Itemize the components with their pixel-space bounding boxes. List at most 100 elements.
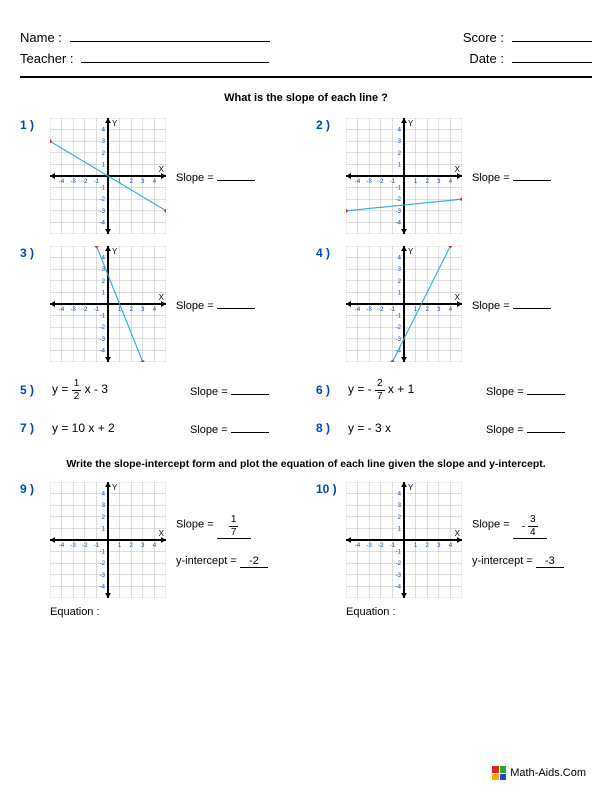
slope-field: Slope = [486, 421, 565, 436]
section1-title: What is the slope of each line ? [20, 92, 592, 104]
svg-text:-1: -1 [390, 307, 396, 313]
section2-title: Write the slope-intercept form and plot … [20, 458, 592, 470]
problem-number: 9 ) [20, 482, 44, 496]
slope-field: Slope = [472, 297, 551, 312]
svg-text:Y: Y [408, 247, 414, 256]
svg-text:4: 4 [153, 543, 157, 549]
slope-field: Slope = [190, 421, 269, 436]
svg-text:-1: -1 [390, 543, 396, 549]
svg-text:1: 1 [118, 543, 122, 549]
problem-number: 5 ) [20, 383, 44, 397]
svg-text:-4: -4 [100, 584, 106, 590]
svg-text:-4: -4 [355, 179, 361, 185]
problem: 10 ) -4-4-3-3-2-2-1-111223344XY Slope = … [316, 482, 592, 618]
svg-text:-3: -3 [396, 573, 402, 579]
coordinate-graph: -4-4-3-3-2-2-1-111223344XY [346, 246, 462, 362]
slope-blank[interactable] [527, 421, 565, 433]
svg-text:2: 2 [102, 515, 106, 521]
slope-blank[interactable] [217, 169, 255, 181]
equation-text: y = 12 x - 3 [52, 382, 108, 396]
svg-text:Y: Y [408, 483, 414, 492]
graph-problems: 1 ) -4-4-3-3-2-2-1-111223344XY Slope = 2… [20, 118, 592, 362]
slope-blank[interactable] [513, 297, 551, 309]
svg-text:1: 1 [414, 179, 418, 185]
graph-wrap: -4-4-3-3-2-2-1-111223344XY Slope = [346, 246, 551, 362]
svg-text:-1: -1 [396, 550, 402, 556]
svg-text:-3: -3 [367, 543, 373, 549]
svg-text:4: 4 [449, 307, 453, 313]
slope-blank[interactable] [513, 169, 551, 181]
svg-text:3: 3 [437, 307, 441, 313]
svg-text:-3: -3 [71, 543, 77, 549]
problem-number: 10 ) [316, 482, 340, 496]
svg-text:-2: -2 [100, 325, 106, 331]
svg-text:4: 4 [153, 179, 157, 185]
svg-text:Y: Y [112, 247, 118, 256]
coordinate-graph: -4-4-3-3-2-2-1-111223344XY [50, 118, 166, 234]
coordinate-graph: -4-4-3-3-2-2-1-111223344XY [50, 482, 166, 598]
svg-text:-3: -3 [396, 337, 402, 343]
score-label: Score : [463, 30, 504, 45]
slope-blank[interactable] [217, 297, 255, 309]
svg-text:-4: -4 [100, 220, 106, 226]
score-blank[interactable] [512, 41, 592, 42]
svg-text:-2: -2 [100, 561, 106, 567]
slope-blank[interactable] [231, 421, 269, 433]
svg-text:-3: -3 [367, 307, 373, 313]
svg-text:-1: -1 [94, 307, 100, 313]
problem: 3 ) -4-4-3-3-2-2-1-111223344XY Slope = [20, 246, 296, 362]
svg-text:4: 4 [153, 307, 157, 313]
problem-number: 1 ) [20, 118, 44, 132]
svg-text:1: 1 [398, 290, 402, 296]
svg-text:-3: -3 [100, 337, 106, 343]
coordinate-graph: -4-4-3-3-2-2-1-111223344XY [346, 482, 462, 598]
svg-text:2: 2 [398, 515, 402, 521]
svg-text:3: 3 [398, 503, 402, 509]
svg-text:-4: -4 [355, 543, 361, 549]
svg-text:3: 3 [398, 267, 402, 273]
footer: Math-Aids.Com [492, 766, 586, 780]
svg-text:-3: -3 [71, 307, 77, 313]
svg-text:4: 4 [398, 492, 402, 498]
equation-text: y = 10 x + 2 [52, 421, 115, 435]
svg-text:3: 3 [141, 307, 145, 313]
svg-text:-3: -3 [367, 179, 373, 185]
slope-field: Slope = [176, 169, 255, 184]
svg-text:4: 4 [398, 256, 402, 262]
date-blank[interactable] [512, 62, 592, 63]
teacher-blank[interactable] [81, 62, 269, 63]
svg-text:1: 1 [414, 543, 418, 549]
svg-text:1: 1 [102, 162, 106, 168]
svg-text:-2: -2 [396, 325, 402, 331]
graph-wrap: -4-4-3-3-2-2-1-111223344XY Slope = - 34 … [346, 482, 564, 598]
yintercept-given: y-intercept = -3 [472, 555, 564, 568]
slope-blank[interactable] [527, 383, 565, 395]
svg-text:3: 3 [437, 543, 441, 549]
graph-wrap: -4-4-3-3-2-2-1-111223344XY Slope = 17 y-… [50, 482, 268, 598]
header-row-2: Teacher : Date : [20, 51, 592, 66]
problem: 2 ) -4-4-3-3-2-2-1-111223344XY Slope = [316, 118, 592, 234]
slope-label: Slope = [176, 172, 214, 184]
teacher-label: Teacher : [20, 51, 73, 66]
name-blank[interactable] [70, 41, 270, 42]
slope-label: Slope = [176, 300, 214, 312]
slope-given: Slope = - 34 [472, 513, 564, 537]
svg-text:1: 1 [102, 290, 106, 296]
slope-blank[interactable] [231, 383, 269, 395]
problem-number: 8 ) [316, 421, 340, 435]
teacher-field: Teacher : [20, 51, 269, 66]
graph-wrap: -4-4-3-3-2-2-1-111223344XY Slope = [50, 246, 255, 362]
svg-text:2: 2 [426, 307, 430, 313]
graph-wrap: -4-4-3-3-2-2-1-111223344XY Slope = [50, 118, 255, 234]
coordinate-graph: -4-4-3-3-2-2-1-111223344XY [50, 246, 166, 362]
svg-text:1: 1 [398, 162, 402, 168]
slope-label: Slope = [472, 300, 510, 312]
svg-text:X: X [159, 529, 165, 538]
svg-text:2: 2 [130, 543, 134, 549]
svg-text:-2: -2 [378, 307, 384, 313]
svg-text:-4: -4 [59, 543, 65, 549]
problem-number: 7 ) [20, 421, 44, 435]
svg-text:3: 3 [141, 543, 145, 549]
svg-text:4: 4 [398, 128, 402, 134]
svg-text:X: X [159, 293, 165, 302]
